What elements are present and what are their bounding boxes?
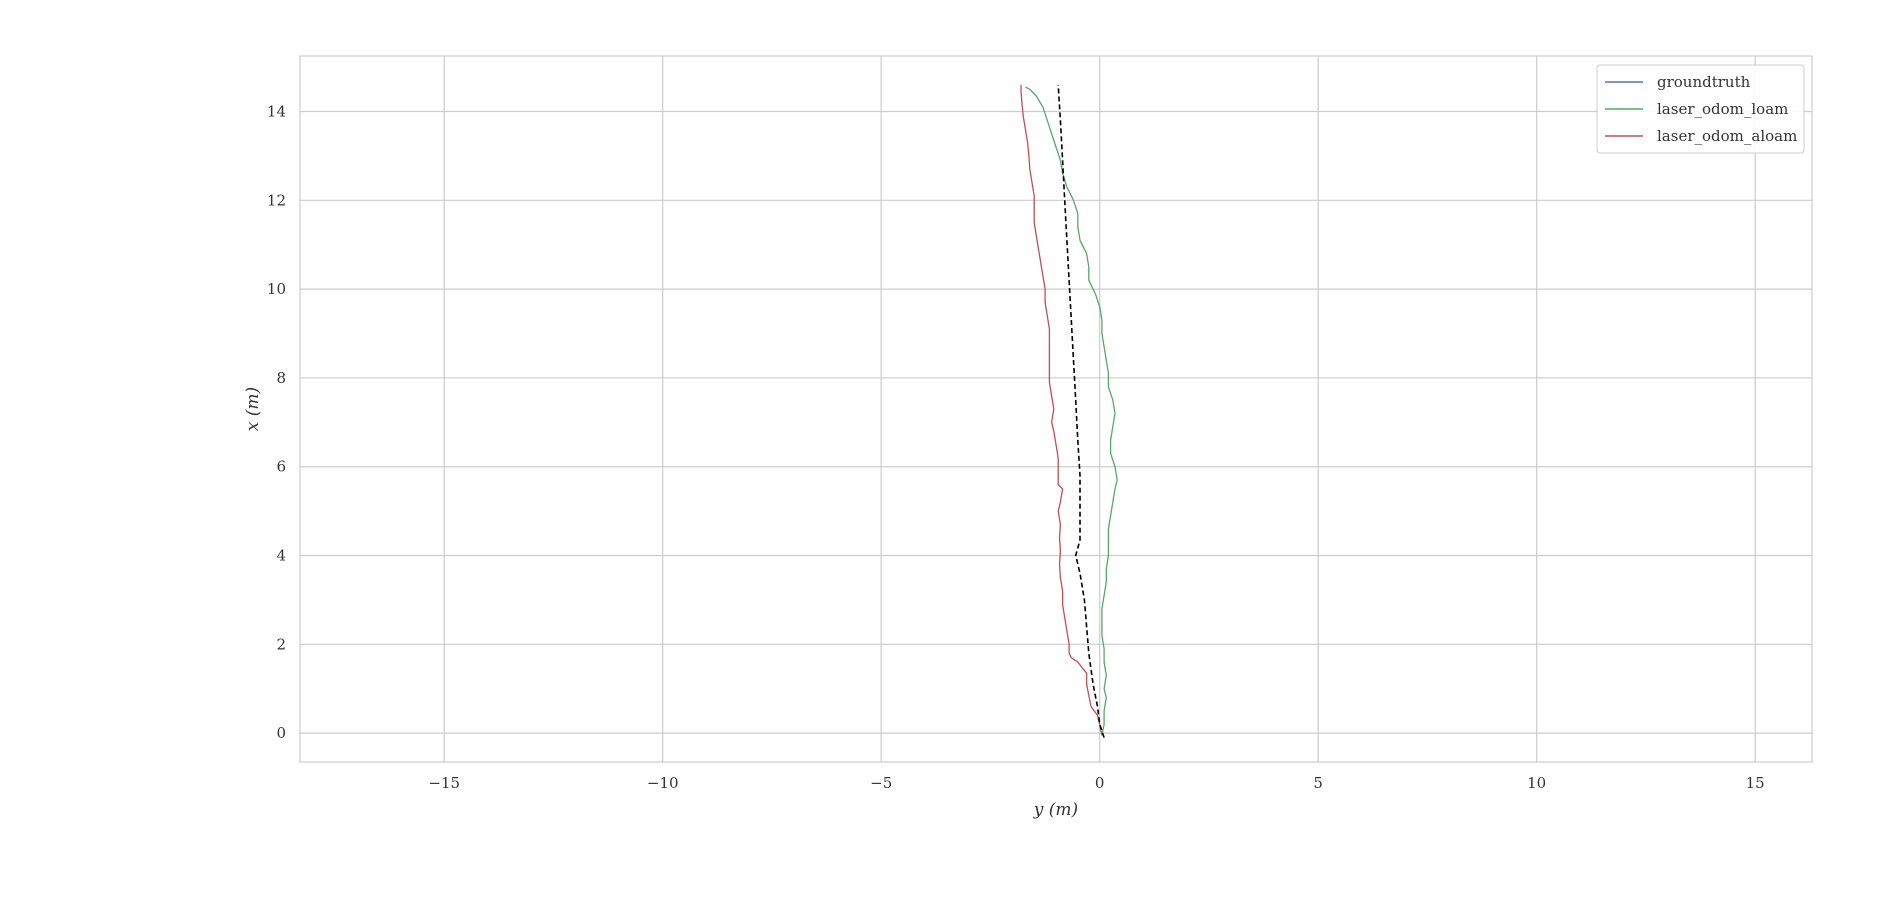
x-tick-label: 5 [1313,774,1323,792]
x-tick-label: 15 [1746,774,1765,792]
y-tick-label: 0 [276,724,286,742]
x-tick-label: −5 [870,774,892,792]
y-axis-label: x (m) [243,387,263,431]
series-layer [1020,84,1118,738]
series-laser-odom-aloam [1020,84,1103,736]
series-laser-odom-loam [1025,86,1118,736]
y-tick-label: 6 [276,458,286,476]
legend: groundtruth laser_odom_loam laser_odom_alo… [1596,64,1805,154]
x-tick-label: 0 [1095,774,1105,792]
y-tick-label: 12 [267,191,286,209]
y-tick-label: 4 [276,547,286,565]
legend-label: laser_odom_loam [1657,100,1788,118]
legend-label: laser_odom_aloam [1657,127,1797,145]
plot-frame [299,55,1813,763]
series-dashed-line [1057,84,1105,738]
y-tick-label: 14 [267,103,286,121]
y-tick-label: 8 [276,369,286,387]
grid-lines [300,56,1812,762]
y-tick-label: 2 [276,635,286,653]
legend-box [1596,64,1805,154]
y-tick-label: 10 [267,280,286,298]
x-axis-label: y (m) [1033,800,1078,820]
tick-labels: −15 −10 −5 0 5 10 15 0 2 4 6 8 10 12 14 [267,103,1765,792]
x-tick-label: −15 [428,774,460,792]
x-tick-label: −10 [647,774,679,792]
plot-background [300,56,1812,762]
x-tick-label: 10 [1527,774,1546,792]
legend-label: groundtruth [1657,73,1751,91]
